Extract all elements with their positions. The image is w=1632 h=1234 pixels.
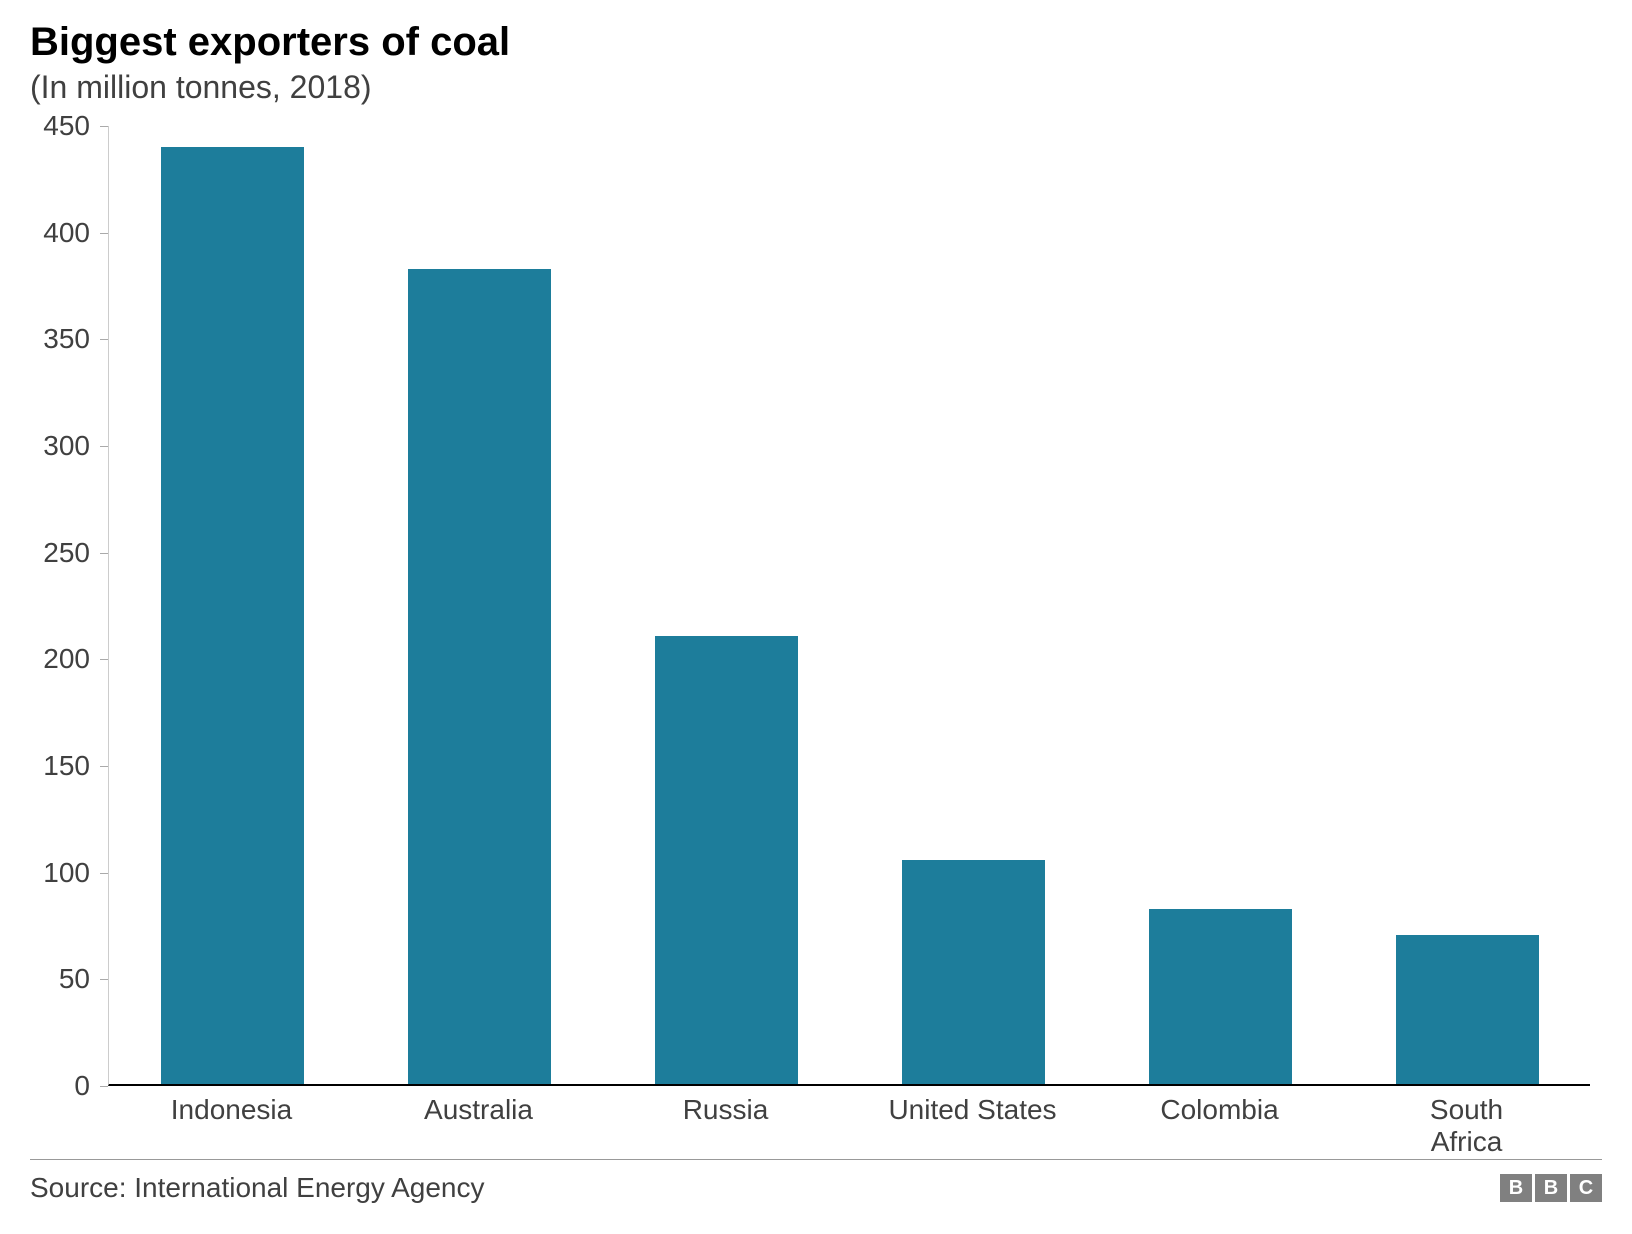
y-tick-label: 400 — [43, 217, 90, 249]
y-tick-label: 250 — [43, 537, 90, 569]
y-tick-mark — [100, 553, 108, 554]
y-tick-mark — [100, 979, 108, 980]
bar — [161, 147, 304, 1084]
bbc-logo-letter: B — [1500, 1174, 1532, 1202]
y-axis: 050100150200250300350400450 — [30, 126, 100, 1086]
y-tick-mark — [100, 126, 108, 127]
bar — [902, 860, 1045, 1084]
bbc-logo-letter: B — [1535, 1174, 1567, 1202]
y-tick-label: 0 — [74, 1070, 90, 1102]
y-tick-mark — [100, 659, 108, 660]
y-tick-mark — [100, 766, 108, 767]
x-tick-label: Australia — [424, 1094, 533, 1126]
bar — [1396, 935, 1539, 1084]
x-tick-label: Indonesia — [171, 1094, 292, 1126]
bar — [1149, 909, 1292, 1084]
chart-footer: Source: International Energy Agency B B … — [30, 1159, 1602, 1204]
x-tick-label: United States — [888, 1094, 1056, 1126]
x-tick-label: Russia — [683, 1094, 769, 1126]
y-tick-label: 50 — [59, 963, 90, 995]
y-tick-mark — [100, 233, 108, 234]
source-text: Source: International Energy Agency — [30, 1172, 485, 1204]
bar — [655, 636, 798, 1084]
chart-area: 050100150200250300350400450 IndonesiaAus… — [30, 126, 1590, 1116]
y-tick-mark — [100, 446, 108, 447]
bbc-logo-letter: C — [1570, 1174, 1602, 1202]
bbc-logo: B B C — [1500, 1174, 1602, 1202]
y-tick-mark — [100, 339, 108, 340]
chart-subtitle: (In million tonnes, 2018) — [30, 69, 1602, 106]
y-tick-label: 200 — [43, 643, 90, 675]
x-axis-labels: Indonesia Australia Russia United States Col… — [108, 1094, 1590, 1134]
x-tick-label: Colombia — [1160, 1094, 1278, 1126]
x-tick-label: South Africa — [1405, 1094, 1529, 1158]
y-tick-mark — [100, 873, 108, 874]
y-tick-label: 100 — [43, 857, 90, 889]
plot-area — [108, 126, 1590, 1086]
chart-title: Biggest exporters of coal — [30, 20, 1602, 65]
y-tick-label: 150 — [43, 750, 90, 782]
y-tick-label: 300 — [43, 430, 90, 462]
y-tick-label: 450 — [43, 110, 90, 142]
y-tick-label: 350 — [43, 323, 90, 355]
bar — [408, 269, 551, 1084]
y-tick-mark — [100, 1086, 108, 1087]
